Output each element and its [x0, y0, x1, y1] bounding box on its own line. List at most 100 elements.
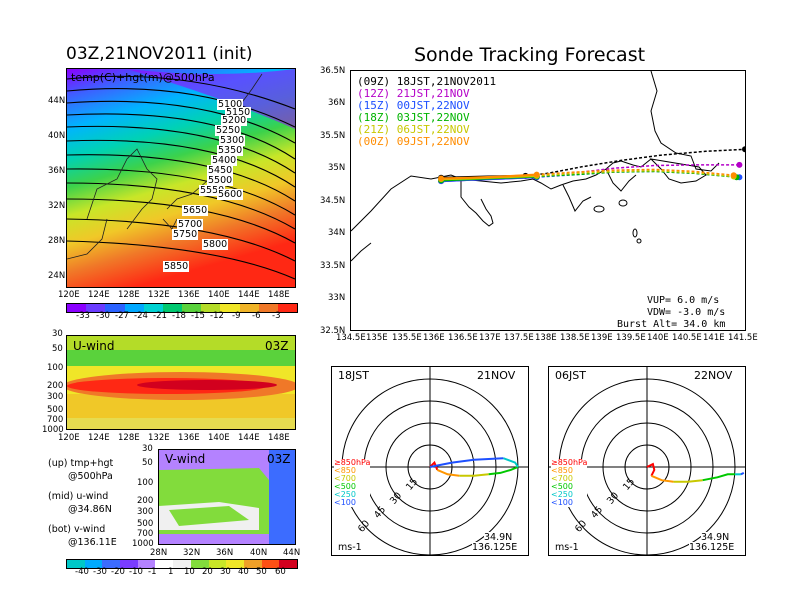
lat-tick: 32N — [183, 548, 201, 558]
colorbar-tick: -15 — [191, 311, 205, 321]
hodograph-segment — [429, 457, 504, 468]
lat-tick: 28N — [150, 548, 168, 558]
hodograph-right: 06JST 22NOV ≥850hPa <850 <700 <500 <250 … — [548, 366, 746, 556]
colorbar-tick: -9 — [232, 311, 241, 321]
hodograph-segment — [502, 457, 519, 468]
p-tick: 1000 — [132, 539, 154, 549]
track-line-ascent — [441, 173, 537, 180]
colorbar-swatch — [258, 304, 278, 312]
lat-tick: 33N — [328, 293, 346, 303]
lat-tick: 32.5N — [320, 326, 346, 336]
lon-tick: 132E — [148, 433, 170, 443]
legend-entry: (00Z) 09JST,22NOV — [357, 135, 470, 148]
colorbar-tick: -6 — [252, 311, 261, 321]
colorbar-tick: -18 — [172, 311, 186, 321]
colorbar-swatch — [86, 304, 106, 312]
colorbar-tick: -3 — [272, 311, 281, 321]
contour-label: 5300 — [219, 135, 246, 146]
lat-tick: 32N — [48, 201, 66, 211]
p-tick: 500 — [47, 405, 64, 415]
lon-tick: 120E — [58, 433, 80, 443]
contour-label: 5800 — [202, 239, 229, 250]
lon-tick: 138E — [535, 333, 557, 343]
lon-tick: 140.5E — [672, 333, 702, 343]
level-label: ≥850hPa — [334, 458, 371, 467]
p-tick: 1000 — [42, 425, 64, 435]
hodograph-left-lon: 136.125E — [472, 542, 518, 553]
track-point — [533, 171, 540, 178]
p-tick: 700 — [47, 415, 64, 425]
lon-tick: 136E — [178, 290, 200, 300]
colorbar-swatch — [208, 560, 227, 568]
colorbar-tick: -24 — [134, 311, 148, 321]
lon-tick: 138.5E — [560, 333, 590, 343]
track-line-descent — [536, 164, 740, 178]
main-map-overlay-label: temp(C)+hgt(m)@500hPa — [71, 71, 215, 84]
track-panel: (09Z) 18JST,21NOV2011 (12Z) 21JST,21NOV … — [350, 70, 746, 331]
lon-tick: 134.5E — [336, 333, 366, 343]
p-tick: 500 — [137, 519, 154, 529]
colorbar-tick: -27 — [115, 311, 129, 321]
lat-tick: 35N — [328, 163, 346, 173]
hodograph-segment — [646, 462, 656, 477]
lat-tick: 28N — [48, 236, 66, 246]
track-line-descent — [536, 168, 734, 176]
hodograph-left-date: 21NOV — [477, 369, 516, 382]
legend-entry: (09Z) 18JST,21NOV2011 — [357, 75, 497, 88]
level-label: ≥850hPa — [551, 458, 588, 467]
p-tick: 200 — [47, 381, 64, 391]
hodograph-segment — [740, 471, 745, 476]
colorbar-swatch — [162, 304, 183, 312]
lon-tick: 132E — [148, 290, 170, 300]
u-wind-plot — [67, 336, 295, 429]
contour-label: 5250 — [215, 125, 242, 136]
colorbar-tick: -21 — [153, 311, 167, 321]
colorbar-swatch — [201, 304, 221, 312]
param-vup: VUP= 6.0 m/s — [647, 295, 720, 306]
level-label: <850 — [334, 466, 356, 475]
lon-tick: 137E — [479, 333, 501, 343]
colorbar-swatch — [84, 560, 103, 568]
lat-tick: 44N — [48, 96, 66, 106]
lon-tick: 135E — [366, 333, 388, 343]
p-tick: 50 — [142, 458, 153, 468]
legend-entry: (15Z) 00JST,22NOV — [357, 99, 470, 112]
colorbar-swatch — [143, 304, 163, 312]
note-mid-1: (mid) u-wind — [48, 491, 109, 502]
hodograph-left-lat: 34.9N — [484, 532, 513, 543]
hodograph-right-lon: 136.125E — [689, 542, 735, 553]
lat-tick: 36N — [328, 98, 346, 108]
colorbar-tick: -1 — [148, 567, 157, 577]
note-bot-1: (bot) v-wind — [48, 524, 106, 535]
hodograph-segment — [673, 479, 703, 483]
lon-tick: 148E — [268, 290, 290, 300]
track-line-descent — [536, 169, 734, 178]
colorbar-tick: 50 — [256, 567, 267, 577]
colorbar-tick: -12 — [210, 311, 224, 321]
level-label: <500 — [551, 482, 573, 491]
contour-label: 5350 — [217, 145, 244, 156]
v-wind-panel: V-wind 03Z — [158, 449, 296, 545]
hodograph-segment — [459, 473, 489, 477]
lon-tick: 136E — [423, 333, 445, 343]
colorbar-swatch — [67, 304, 87, 312]
colorbar-swatch — [120, 560, 138, 568]
level-label: <250 — [551, 490, 573, 499]
contour-label: 5500 — [207, 175, 234, 186]
hodograph-segment — [429, 460, 439, 471]
track-line-descent — [525, 148, 745, 177]
contour-label: 5550 — [199, 185, 226, 196]
colorbar-swatch — [226, 560, 244, 568]
p-tick: 200 — [137, 496, 154, 506]
v-wind-time: 03Z — [267, 452, 291, 466]
lat-tick: 34.5N — [320, 196, 346, 206]
lat-tick: 34N — [328, 228, 346, 238]
contour-label: 5600 — [217, 189, 244, 200]
lon-tick: 136.5E — [448, 333, 478, 343]
lat-tick: 24N — [48, 271, 66, 281]
track-title: Sonde Tracking Forecast — [414, 44, 646, 66]
lon-tick: 128E — [118, 290, 140, 300]
contour-label: 5150 — [225, 107, 252, 118]
lon-tick: 135.5E — [392, 333, 422, 343]
u-wind-panel: U-wind 03Z — [66, 335, 296, 430]
